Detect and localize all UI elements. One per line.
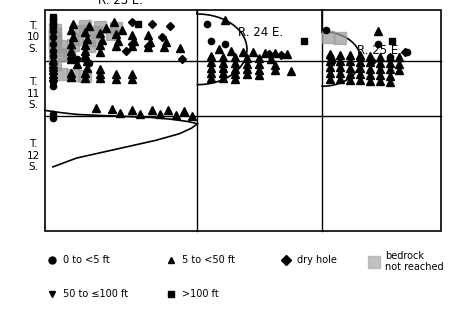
Text: R. 24 E.: R. 24 E.	[238, 26, 284, 39]
Text: R. 25 E.: R. 25 E.	[357, 44, 402, 57]
Text: bedrock
not reached: bedrock not reached	[385, 251, 443, 273]
Text: T.
11
S.: T. 11 S.	[27, 77, 40, 110]
Text: R. 23 E.: R. 23 E.	[98, 0, 143, 7]
Text: dry hole: dry hole	[297, 255, 337, 265]
Text: 50 to ≤100 ft: 50 to ≤100 ft	[63, 289, 128, 299]
Text: T.
12
S.: T. 12 S.	[27, 139, 40, 172]
Text: 5 to <50 ft: 5 to <50 ft	[182, 255, 235, 265]
Text: T.
10
S.: T. 10 S.	[27, 21, 40, 54]
Bar	[45, 10, 441, 231]
Text: 0 to <5 ft: 0 to <5 ft	[63, 255, 110, 265]
Text: >100 ft: >100 ft	[182, 289, 219, 299]
